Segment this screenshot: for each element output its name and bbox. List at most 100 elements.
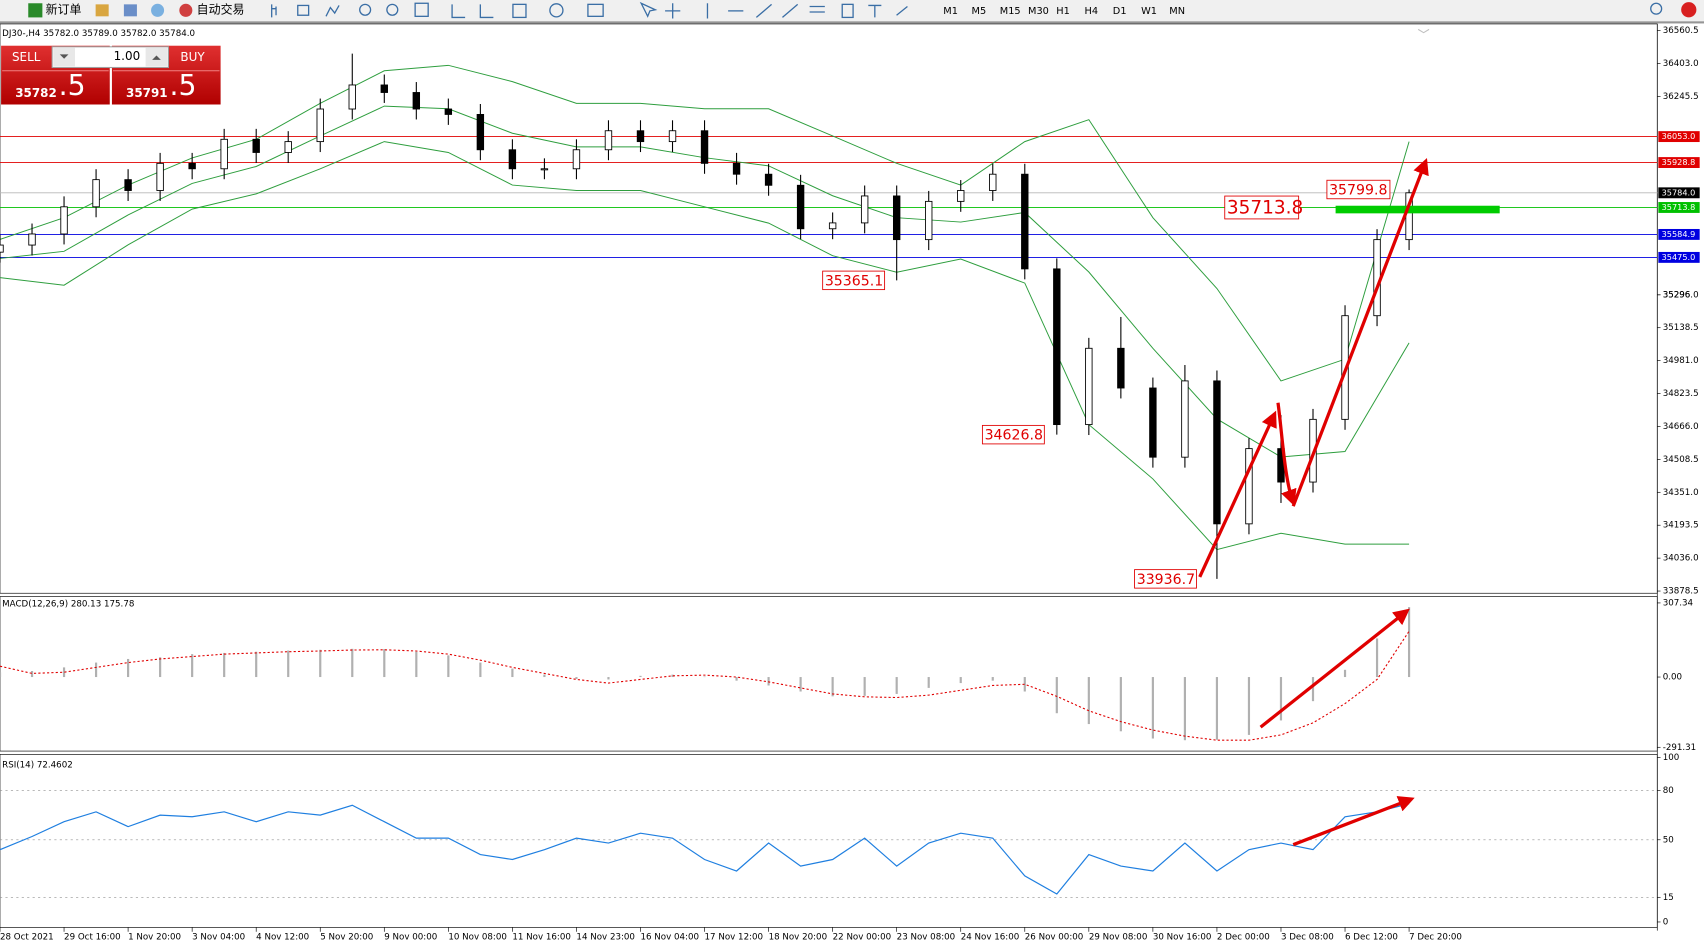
y-tick-label: 100	[1663, 753, 1680, 763]
timeframe-button[interactable]: M30	[1028, 6, 1049, 17]
y-tick-label: 80	[1663, 786, 1674, 796]
auto-trading-icon[interactable]	[179, 3, 193, 17]
chart-shift-marker	[1417, 28, 1430, 34]
x-tick-label: 10 Nov 08:00	[448, 933, 507, 943]
y-tick-label: 34981.0	[1663, 356, 1699, 366]
macd-histogram-bar	[479, 662, 482, 678]
new-order-icon[interactable]	[28, 3, 43, 18]
candle-body	[1181, 380, 1189, 458]
price-level-label: 35784.0	[1662, 187, 1696, 197]
y-tick-label: 35138.5	[1663, 323, 1699, 333]
candle-body	[700, 130, 709, 164]
x-tick-label: 22 Nov 00:00	[833, 933, 892, 943]
price-panel	[0, 23, 1658, 594]
macd-histogram-bar	[415, 651, 418, 678]
candle-body	[444, 108, 453, 115]
y-tick-label: 34666.0	[1663, 422, 1699, 432]
y-tick-label: 36560.5	[1663, 26, 1699, 36]
price-annotation: 34626.8	[985, 428, 1043, 444]
y-tick-label: 15	[1663, 893, 1674, 903]
candle-body	[412, 92, 421, 110]
sell-label: SELL	[12, 50, 41, 64]
price-annotation: 35713.8	[1227, 198, 1303, 219]
candle-body	[1245, 448, 1253, 525]
candle-body	[1213, 380, 1221, 525]
y-tick-label: 35296	[1663, 290, 1691, 300]
x-tick-label: 4 Nov 12:00	[256, 933, 309, 943]
candle-body	[508, 149, 517, 170]
price-annotation-box	[822, 270, 886, 291]
panel-title: RSI(14) 72.4602	[2, 761, 73, 771]
price-level-tag	[1658, 251, 1700, 263]
price-annotation: 35799.8	[1329, 183, 1387, 199]
macd-histogram-bar	[1215, 677, 1219, 740]
trend-arrows	[1198, 158, 1429, 847]
price-annotation-box	[1326, 179, 1391, 200]
macd-histogram-bar	[351, 648, 354, 678]
macd-histogram-bar	[959, 677, 962, 684]
macd-histogram-bar	[799, 677, 802, 692]
macd-histogram-bar	[62, 667, 66, 678]
timeframe-button[interactable]: MN	[1169, 6, 1185, 17]
lot-input[interactable]	[51, 46, 169, 69]
timeframe-button[interactable]: M15	[1000, 6, 1021, 17]
price-annotation-box	[1224, 195, 1300, 220]
timeframe-bar: M1 M5 M15 M30 H1 H4 D1 W1 MN	[943, 6, 1185, 17]
x-tick-label: 18 Nov 20:00	[769, 933, 828, 943]
macd-histogram-bar	[1023, 677, 1026, 692]
x-tick-label: 24 Nov 16:00	[961, 933, 1020, 943]
timeframe-button[interactable]: D1	[1113, 6, 1127, 17]
bollinger-lower	[0, 141, 1410, 551]
timeframe-button[interactable]: H1	[1056, 6, 1070, 17]
y-tick-label: 34823.5	[1663, 389, 1699, 399]
price-annotation-box	[1134, 569, 1197, 589]
auto-trading-button[interactable]: 自动交易	[197, 1, 245, 16]
candle-body	[476, 114, 485, 151]
y-tick-label: 34036.0	[1663, 554, 1699, 564]
macd-histogram-bar	[1407, 607, 1411, 678]
icon[interactable]	[95, 4, 109, 17]
x-tick-label: 1 Nov 20:00	[128, 933, 181, 943]
timeframe-button[interactable]: M1	[943, 6, 958, 17]
x-tick-label: 28 Oct 2021	[0, 933, 54, 943]
candle-body	[316, 108, 324, 143]
notification-icon[interactable]	[1681, 2, 1697, 18]
one-click-trading: SELL BUY 1.00 35782 .5 35791 .5	[1, 45, 221, 105]
candle-body	[957, 190, 965, 202]
macd-histogram-bar	[575, 677, 578, 679]
panel-title: DJ30-,H4 35782.0 35789.0 35782.0 35784.0	[2, 29, 195, 39]
macd-signal-line	[0, 630, 1410, 741]
toolbar-icons[interactable]	[271, 1, 1663, 19]
candle-body	[732, 162, 741, 175]
candle-body	[220, 138, 228, 170]
macd-histogram-bar	[1087, 677, 1090, 725]
candle-body	[860, 195, 869, 224]
y-tick-label: 0	[1663, 917, 1669, 927]
macd-histogram-bar	[927, 677, 930, 688]
y-tick-label: 34193.5	[1663, 521, 1699, 531]
rsi-panel	[0, 754, 1658, 928]
timeframe-button[interactable]: W1	[1141, 6, 1157, 17]
price-level-tag	[1658, 187, 1700, 199]
macd-histogram-bar	[543, 674, 546, 678]
x-tick-label: 11 Nov 16:00	[512, 933, 571, 943]
macd-histogram-bar	[895, 677, 898, 694]
macd-histogram-bar	[1055, 677, 1058, 714]
x-tick-label: 29 Nov 08:00	[1089, 933, 1148, 943]
macd-histogram-bar	[1119, 677, 1122, 732]
icon[interactable]	[123, 4, 137, 17]
timeframe-button[interactable]: H4	[1085, 6, 1099, 17]
icon[interactable]	[151, 3, 165, 17]
y-tick-label: -291.31	[1663, 743, 1697, 753]
candle-body	[380, 84, 388, 93]
macd-histogram-bar	[255, 651, 258, 678]
price-level-tag	[1658, 157, 1700, 168]
macd-histogram-bar	[1247, 677, 1251, 735]
x-tick-label: 29 Oct 16:00	[64, 933, 121, 943]
new-order-button[interactable]: 新订单	[46, 1, 82, 16]
price-level-label: 35475.0	[1662, 252, 1696, 262]
timeframe-button[interactable]: M5	[972, 6, 987, 17]
sell-price: 35782	[15, 86, 57, 100]
x-tick-label: 26 Nov 00:00	[1025, 933, 1084, 943]
